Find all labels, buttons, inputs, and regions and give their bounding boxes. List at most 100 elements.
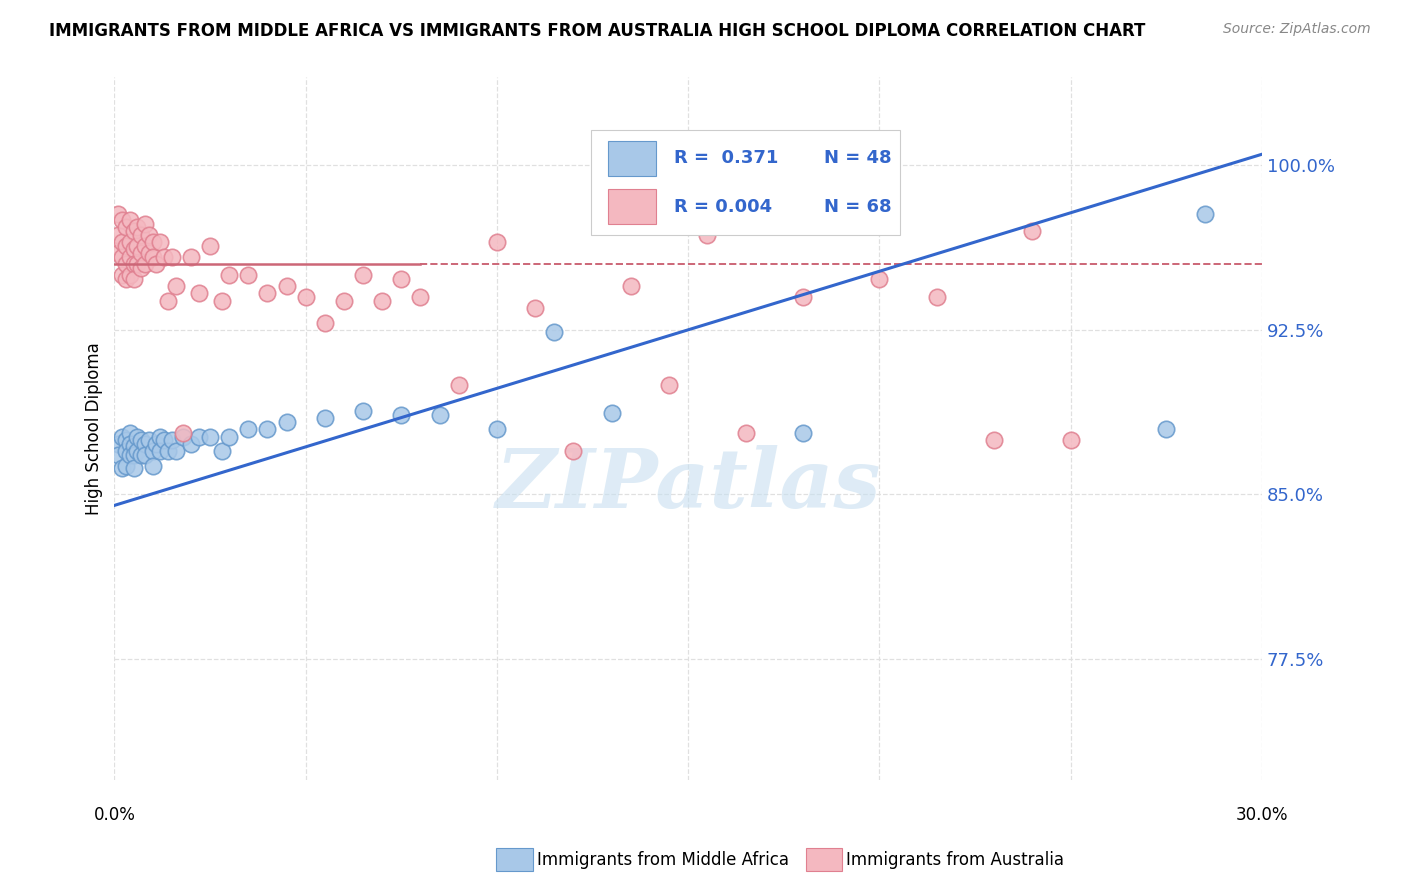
- Point: [734, 425, 756, 440]
- Point: [792, 290, 814, 304]
- Point: [122, 448, 145, 462]
- Point: [129, 261, 152, 276]
- Point: [115, 458, 138, 473]
- Point: [211, 443, 233, 458]
- Point: [333, 294, 356, 309]
- Point: [138, 433, 160, 447]
- Text: Immigrants from Australia: Immigrants from Australia: [846, 851, 1064, 869]
- Point: [122, 257, 145, 271]
- Point: [160, 251, 183, 265]
- Point: [111, 430, 134, 444]
- Point: [129, 433, 152, 447]
- Point: [107, 437, 129, 451]
- Point: [115, 443, 138, 458]
- Point: [172, 430, 194, 444]
- Y-axis label: High School Diploma: High School Diploma: [86, 343, 103, 515]
- Point: [118, 437, 141, 451]
- Point: [198, 239, 221, 253]
- Text: R = 0.004: R = 0.004: [675, 198, 772, 216]
- Point: [142, 458, 165, 473]
- Point: [129, 448, 152, 462]
- FancyBboxPatch shape: [591, 130, 900, 235]
- Point: [129, 228, 152, 243]
- Point: [129, 246, 152, 260]
- Point: [134, 437, 156, 451]
- Point: [142, 251, 165, 265]
- Point: [122, 439, 145, 453]
- Point: [118, 268, 141, 282]
- Point: [122, 272, 145, 286]
- Point: [485, 421, 508, 435]
- Point: [256, 421, 278, 435]
- Text: N = 68: N = 68: [824, 198, 891, 216]
- Point: [543, 325, 565, 339]
- FancyBboxPatch shape: [607, 189, 657, 224]
- Point: [118, 448, 141, 462]
- Point: [127, 443, 149, 458]
- Point: [107, 448, 129, 462]
- Point: [172, 425, 194, 440]
- Point: [160, 433, 183, 447]
- Text: IMMIGRANTS FROM MIDDLE AFRICA VS IMMIGRANTS FROM AUSTRALIA HIGH SCHOOL DIPLOMA C: IMMIGRANTS FROM MIDDLE AFRICA VS IMMIGRA…: [49, 22, 1146, 40]
- Point: [115, 433, 138, 447]
- Point: [111, 268, 134, 282]
- Point: [1021, 224, 1043, 238]
- Point: [218, 430, 240, 444]
- Point: [111, 213, 134, 227]
- Text: N = 48: N = 48: [824, 149, 891, 167]
- Point: [153, 251, 176, 265]
- Point: [149, 430, 172, 444]
- Point: [127, 257, 149, 271]
- Point: [620, 279, 643, 293]
- Point: [115, 219, 138, 234]
- Point: [485, 235, 508, 249]
- Point: [696, 228, 718, 243]
- Point: [211, 294, 233, 309]
- Point: [562, 443, 585, 458]
- Point: [118, 235, 141, 249]
- Point: [111, 235, 134, 249]
- FancyBboxPatch shape: [607, 141, 657, 176]
- Point: [134, 448, 156, 462]
- Point: [314, 316, 336, 330]
- Point: [122, 242, 145, 256]
- Point: [352, 404, 374, 418]
- Point: [134, 218, 156, 232]
- Point: [145, 437, 167, 451]
- Point: [276, 415, 298, 429]
- Point: [107, 228, 129, 243]
- Text: Source: ZipAtlas.com: Source: ZipAtlas.com: [1223, 22, 1371, 37]
- Point: [429, 409, 451, 423]
- Point: [218, 268, 240, 282]
- Point: [371, 294, 394, 309]
- Text: 30.0%: 30.0%: [1236, 806, 1288, 824]
- Point: [115, 239, 138, 253]
- Point: [1154, 421, 1177, 435]
- Point: [153, 433, 176, 447]
- Text: Immigrants from Middle Africa: Immigrants from Middle Africa: [537, 851, 789, 869]
- Point: [111, 461, 134, 475]
- Point: [165, 279, 187, 293]
- Point: [134, 239, 156, 253]
- Point: [198, 430, 221, 444]
- Point: [983, 433, 1005, 447]
- Point: [138, 246, 160, 260]
- Point: [314, 410, 336, 425]
- Point: [447, 377, 470, 392]
- Point: [127, 219, 149, 234]
- Point: [118, 425, 141, 440]
- Point: [180, 437, 202, 451]
- Point: [149, 443, 172, 458]
- Point: [165, 443, 187, 458]
- Point: [294, 290, 316, 304]
- Point: [389, 409, 412, 423]
- Point: [122, 224, 145, 238]
- Point: [107, 246, 129, 260]
- Point: [115, 272, 138, 286]
- Point: [238, 421, 260, 435]
- Point: [156, 443, 179, 458]
- Point: [156, 294, 179, 309]
- Point: [238, 268, 260, 282]
- Point: [142, 235, 165, 249]
- Point: [187, 285, 209, 300]
